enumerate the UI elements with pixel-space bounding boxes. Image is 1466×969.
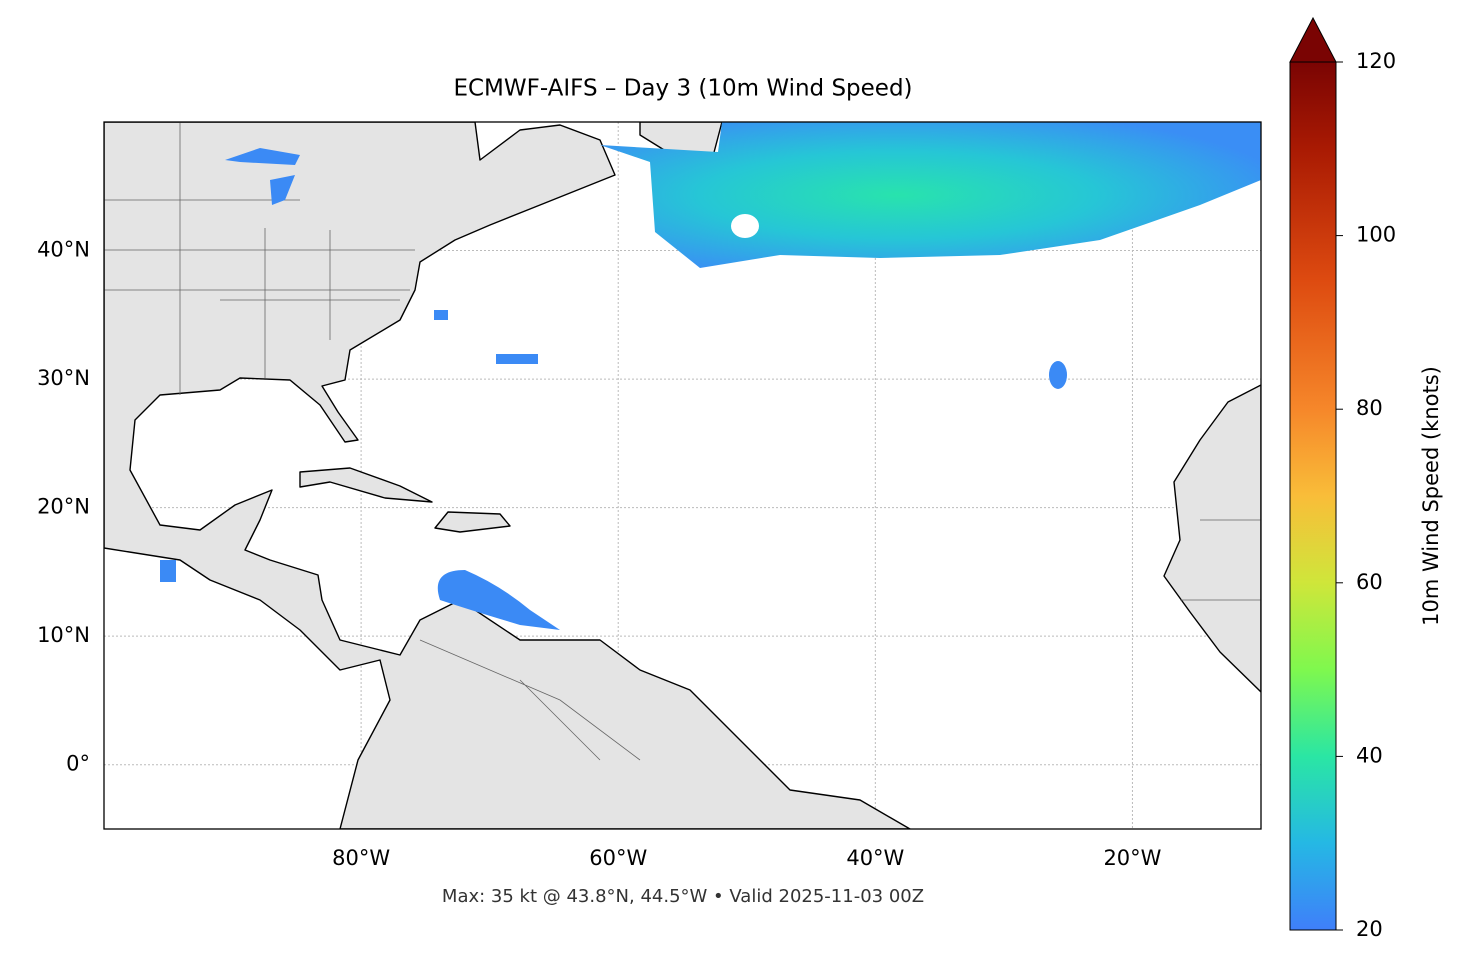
colorbar-tick-label: 60 (1356, 570, 1383, 594)
wind-area (437, 570, 560, 630)
wind-area (160, 560, 176, 582)
colorbar-tick-label: 120 (1356, 49, 1396, 73)
lat-tick-label: 40°N (37, 238, 90, 262)
colorbar-tick-label: 80 (1356, 396, 1383, 420)
wind-area (496, 354, 538, 364)
wind-area (434, 310, 448, 320)
footer-note: Max: 35 kt @ 43.8°N, 44.5°W • Valid 2025… (442, 886, 924, 907)
lon-tick-label: 80°W (332, 846, 390, 870)
wind-gap (731, 214, 759, 238)
colorbar-ticks: 20 40 60 80 100 120 (1289, 16, 1396, 941)
wind-area (600, 122, 1261, 268)
map-frame (103, 121, 1262, 830)
colorbar (1289, 61, 1337, 931)
wind-field (160, 122, 1261, 630)
colorbar-tick-label: 40 (1356, 743, 1383, 767)
lat-tick-label: 30°N (37, 366, 90, 390)
wind-area (1049, 361, 1067, 389)
africa (1163, 384, 1261, 693)
cuba (299, 467, 433, 503)
map-area (104, 122, 1261, 829)
colorbar-label: 10m Wind Speed (knots) (1419, 366, 1443, 626)
americas (104, 122, 911, 829)
wind-area (225, 148, 300, 205)
colorbar-tick-label: 20 (1356, 917, 1383, 941)
map-title: ECMWF-AIFS – Day 3 (10m Wind Speed) (453, 76, 912, 102)
axis-ticks: 80°W 60°W 40°W 20°W 0° 10°N 20°N 30°N 40°N (37, 238, 1162, 870)
hispaniola (434, 511, 511, 533)
lat-tick-label: 10°N (37, 623, 90, 647)
lon-tick-label: 60°W (589, 846, 647, 870)
lon-tick-label: 40°W (846, 846, 904, 870)
colorbar-extension (1289, 16, 1337, 63)
lat-tick-label: 20°N (37, 495, 90, 519)
borders (104, 122, 1261, 761)
colorbar-tick-label: 100 (1356, 223, 1396, 247)
lon-tick-label: 20°W (1103, 846, 1161, 870)
lat-tick-label: 0° (66, 752, 90, 776)
